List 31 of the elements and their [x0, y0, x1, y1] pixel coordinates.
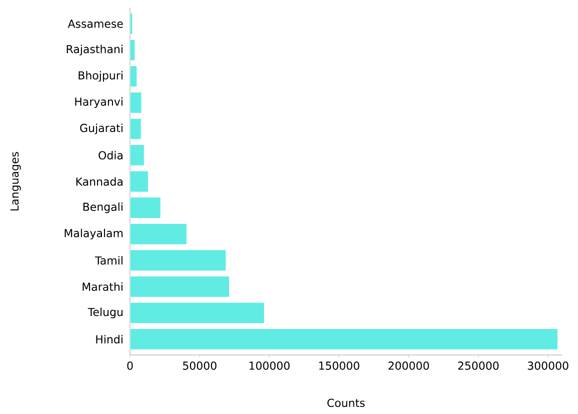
y-tick-label: Odia — [98, 150, 122, 160]
x-tick-label: 200000 — [388, 362, 429, 370]
bar — [130, 250, 226, 272]
bar — [130, 170, 149, 192]
y-tick-label: Malayalam — [64, 228, 123, 240]
bar — [130, 144, 145, 166]
y-tick-label: Haryanvi — [75, 97, 122, 108]
y-axis-title: Languages — [10, 152, 21, 210]
y-tick-label: Hindi — [96, 334, 122, 344]
y-tick-label: Kannada — [76, 177, 122, 186]
bar — [130, 118, 142, 140]
bar — [130, 328, 558, 350]
x-tick-label: 0 — [127, 362, 133, 370]
x-tick-label: 100000 — [250, 362, 290, 370]
bar — [130, 196, 161, 219]
x-axis-title: Counts — [327, 398, 365, 408]
bar — [130, 223, 188, 245]
y-tick-label: Marathi — [82, 282, 122, 291]
y-tick-label: Bhojpuri — [78, 71, 122, 82]
bar — [130, 302, 265, 324]
y-tick-label: Rajasthani — [66, 44, 122, 56]
x-tick-label: 300000 — [528, 362, 568, 370]
y-tick-label: Tamil — [94, 256, 122, 265]
y-tick-label: Telugu — [88, 308, 122, 318]
y-tick-label: Gujarati — [80, 124, 122, 134]
x-tick-label: 150000 — [319, 362, 360, 370]
bar — [130, 276, 230, 298]
y-tick-label: Assamese — [68, 20, 123, 28]
y-tick-label: Bengali — [83, 202, 122, 214]
x-tick-label: 50000 — [183, 362, 216, 370]
x-tick-label: 250000 — [458, 362, 499, 370]
